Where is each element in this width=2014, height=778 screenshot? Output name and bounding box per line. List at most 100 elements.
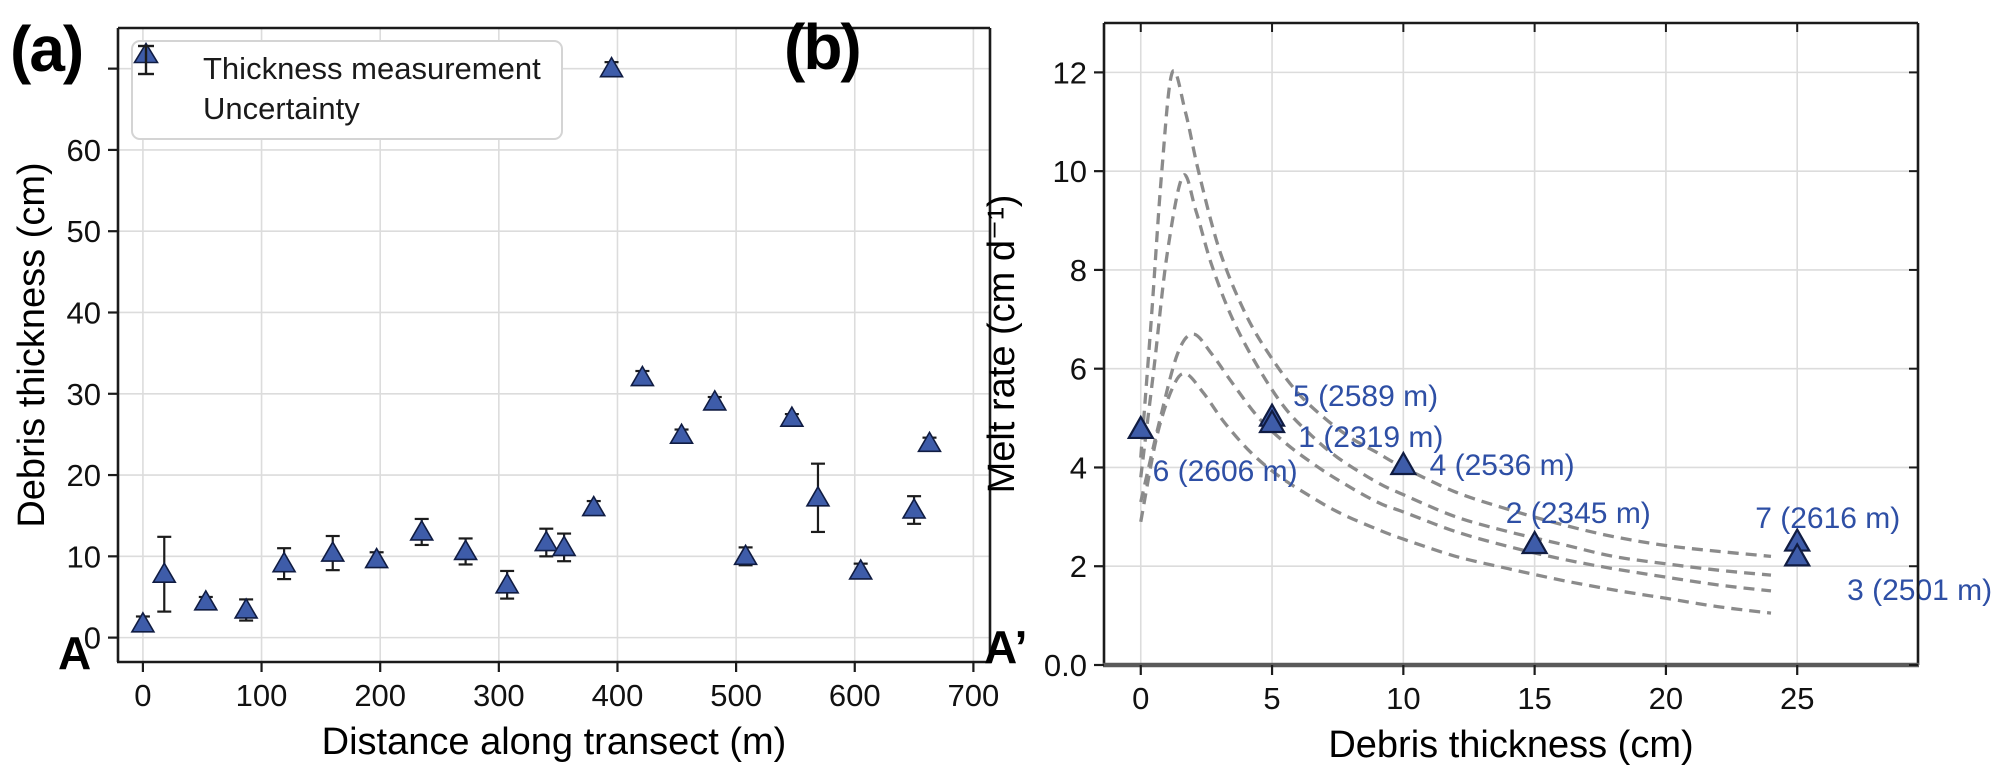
- x-tick-label: 200: [354, 678, 406, 713]
- y-tick-label: 6: [1070, 352, 1087, 387]
- site-annotation: 3 (2501 m): [1847, 574, 1992, 607]
- thickness-measurement-point: [364, 546, 390, 569]
- triangle-marker: [848, 558, 874, 580]
- thickness-measurement-point: [669, 422, 694, 445]
- transect-start-label: A: [58, 627, 92, 679]
- thickness-measurement-point: [901, 495, 927, 525]
- triangle-marker: [1520, 529, 1549, 555]
- thickness-measurement-point: [733, 543, 758, 567]
- triangle-marker: [779, 405, 805, 427]
- site-annotation: 2 (2345 m): [1506, 497, 1651, 530]
- y-tick-label: 2: [1070, 549, 1087, 584]
- y-axis-label-a: Debris thickness (cm): [11, 162, 53, 527]
- spines-b: [1102, 21, 1920, 668]
- y-tick-label: 8: [1070, 253, 1087, 288]
- triangle-marker: [901, 497, 927, 519]
- triangle-marker: [917, 430, 942, 453]
- y-tick-label: 10: [1053, 154, 1087, 189]
- thickness-measurement-point: [779, 405, 805, 427]
- x-tick-label: 5: [1263, 681, 1280, 716]
- triangle-marker: [130, 611, 156, 633]
- thickness-measurement-point: [848, 558, 874, 580]
- y-axis-label-b: Melt rate (cm d⁻¹): [981, 195, 1023, 494]
- melt-rate-point-2: [1520, 529, 1549, 555]
- x-tick-label: 300: [473, 678, 525, 713]
- x-tick-label: 0: [134, 678, 151, 713]
- triangle-marker: [533, 529, 559, 552]
- site-annotation: 4 (2536 m): [1430, 449, 1575, 482]
- grid-a: [118, 28, 990, 662]
- data-points-b: [1126, 402, 1812, 567]
- site-annotation: 5 (2589 m): [1293, 380, 1438, 413]
- site-annotation: 7 (2616 m): [1755, 502, 1900, 535]
- triangle-marker: [629, 364, 655, 387]
- y-tick-label: 30: [67, 377, 101, 412]
- thickness-measurement-point: [629, 364, 655, 387]
- legend-label-thickness: Thickness measurement: [203, 51, 541, 86]
- x-tick-label: 0: [1132, 681, 1149, 716]
- ostrem-curve-4: [1139, 371, 1772, 615]
- triangle-marker: [581, 494, 607, 517]
- thickness-measurement-point: [702, 389, 728, 411]
- thickness-measurement-point: [320, 534, 346, 572]
- triangle-marker: [193, 589, 219, 611]
- triangle-marker: [1783, 542, 1812, 567]
- x-tick-label: 100: [236, 678, 288, 713]
- legend-row-thickness: Thickness measurement: [133, 42, 541, 88]
- triangle-marker: [805, 485, 831, 507]
- triangle-marker: [1126, 414, 1155, 440]
- ostrem-curve-2: [1139, 173, 1772, 577]
- panel-b-letter: (b): [784, 11, 862, 83]
- x-tick-label: 500: [710, 678, 762, 713]
- melt-rate-point-3: [1783, 542, 1812, 567]
- thickness-measurement-point: [551, 532, 577, 563]
- transect-end-label: A’: [984, 621, 1028, 673]
- y-tick-label: 60: [67, 133, 101, 168]
- y-tick-label: 50: [67, 214, 101, 249]
- ticks-a: 0 100 200 300 400 500 600 700 0 10 20 30 40 50 60: [67, 67, 999, 713]
- x-tick-label: 25: [1780, 681, 1814, 716]
- triangle-marker: [453, 538, 479, 561]
- y-tick-label: 4: [1070, 450, 1087, 485]
- triangle-marker: [1389, 450, 1418, 476]
- x-axis-label-a: Distance along transect (m): [322, 721, 787, 763]
- site-annotation: 6 (2606 m): [1153, 455, 1298, 488]
- thickness-measurement-point: [533, 527, 559, 558]
- triangle-marker: [409, 519, 435, 541]
- thickness-measurement-point: [151, 535, 177, 613]
- y-tick-label: 0: [84, 621, 101, 656]
- triangle-marker: [271, 551, 297, 573]
- triangle-marker: [494, 572, 520, 594]
- triangle-marker: [599, 56, 624, 78]
- triangle-marker: [669, 422, 694, 445]
- panel-a-letter: (a): [10, 13, 84, 85]
- thickness-measurement-point: [271, 547, 297, 581]
- triangle-marker: [1258, 408, 1286, 434]
- thickness-measurement-point: [409, 517, 435, 547]
- ticks-b: 0 5 10 15 20 25 0.0 2 4 6 8 10 12: [1044, 23, 1918, 716]
- x-tick-label: 10: [1386, 681, 1420, 716]
- x-tick-label: 400: [592, 678, 644, 713]
- panel-b: 5 (2589 m) 1 (2319 m)6 (2606 m) 4 (2536 m)…: [981, 21, 1992, 766]
- thickness-measurement-point: [917, 430, 942, 453]
- triangle-marker: [233, 597, 259, 619]
- thickness-measurement-point: [581, 494, 607, 517]
- y-tick-label: 20: [67, 458, 101, 493]
- triangle-marker: [733, 543, 758, 566]
- legend-row-uncertainty: Uncertainty: [138, 44, 541, 128]
- thickness-measurement-point: [494, 569, 520, 600]
- panel-a: 0 100 200 300 400 500 600 700 0 10 20 30 40 50 60 Dista…: [11, 26, 999, 763]
- x-tick-label: 15: [1517, 681, 1551, 716]
- ostrem-curves: [1139, 68, 1772, 615]
- thickness-measurement-point: [599, 56, 624, 78]
- x-axis-label-b: Debris thickness (cm): [1328, 724, 1693, 766]
- thickness-measurement-point: [453, 537, 479, 566]
- y-tick-label: 0.0: [1044, 648, 1087, 683]
- thickness-measurement-point: [805, 462, 831, 534]
- data-points-a: [130, 56, 942, 633]
- triangle-marker: [702, 389, 728, 411]
- legend: Thickness measurement Uncertainty: [131, 40, 563, 140]
- legend-label-uncertainty: Uncertainty: [203, 91, 360, 126]
- thickness-measurement-point: [233, 597, 259, 622]
